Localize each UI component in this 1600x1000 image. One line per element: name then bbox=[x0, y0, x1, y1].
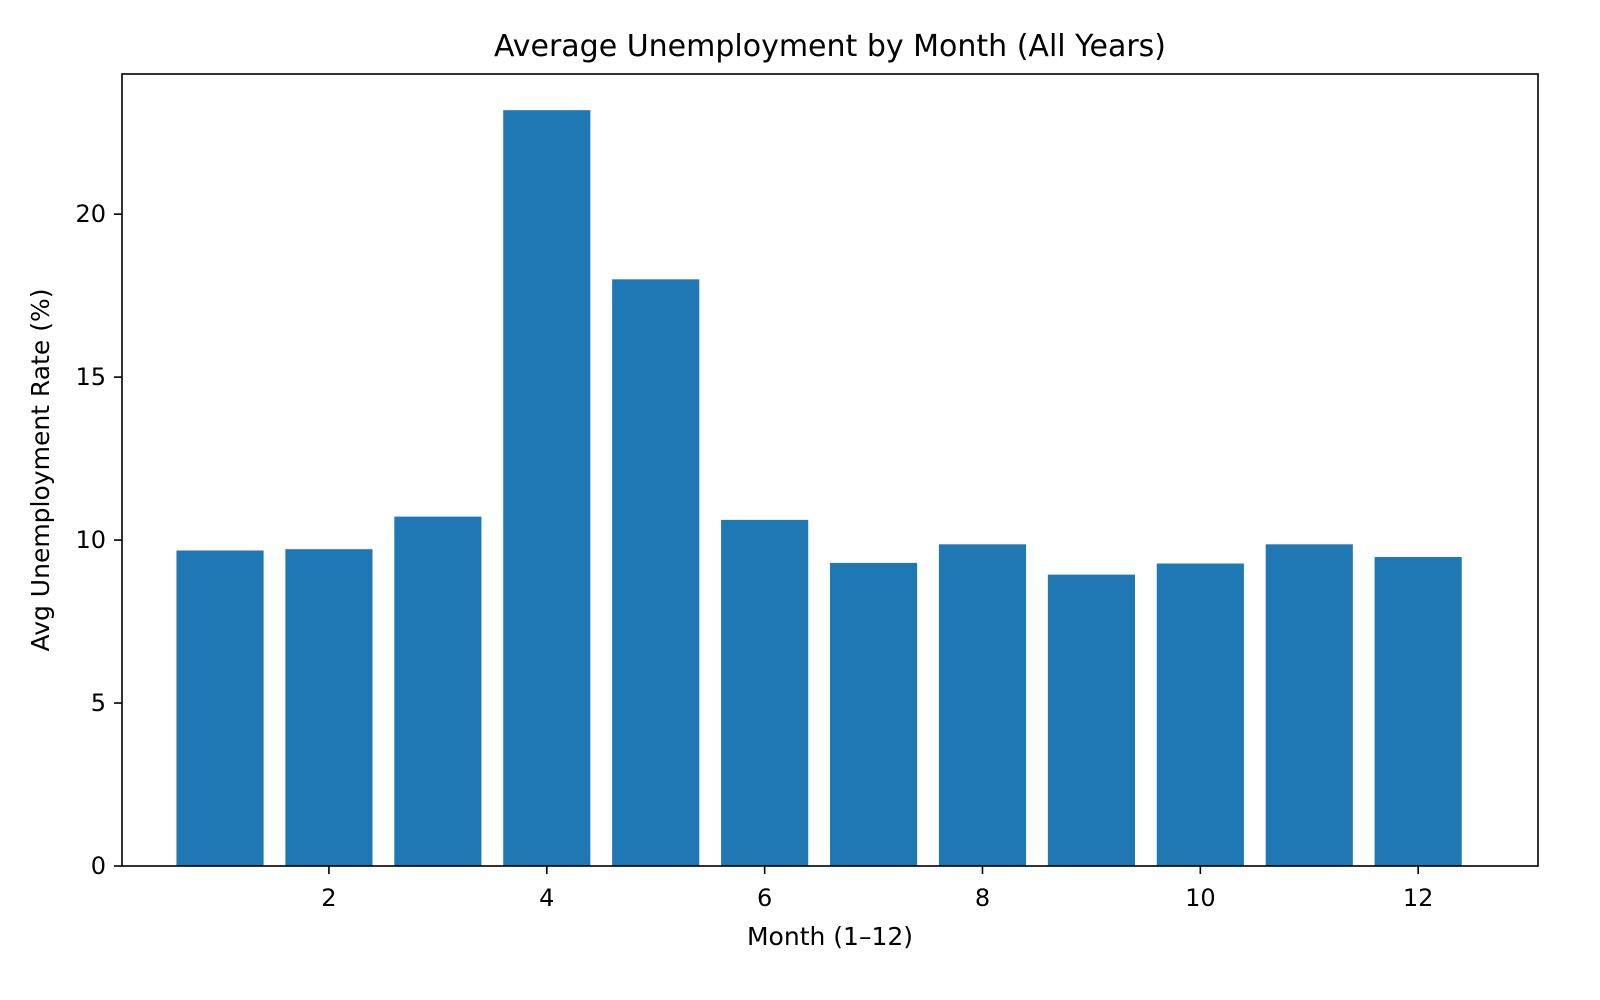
x-tick-label: 2 bbox=[321, 884, 336, 912]
bar-month-10 bbox=[1156, 563, 1244, 866]
x-tick-label: 10 bbox=[1185, 884, 1216, 912]
y-tick-label: 5 bbox=[91, 689, 106, 717]
bar-month-11 bbox=[1265, 544, 1353, 866]
x-axis-label: Month (1–12) bbox=[747, 922, 913, 951]
y-tick-label: 15 bbox=[75, 363, 106, 391]
bar-month-4 bbox=[503, 110, 591, 867]
bar-month-1 bbox=[176, 550, 264, 866]
y-tick-label: 20 bbox=[75, 200, 106, 228]
bars-layer bbox=[176, 110, 1462, 867]
bar-month-5 bbox=[612, 279, 700, 867]
y-tick-label: 0 bbox=[91, 852, 106, 880]
chart-title: Average Unemployment by Month (All Years… bbox=[494, 29, 1166, 64]
x-tick-label: 12 bbox=[1403, 884, 1434, 912]
plot-frame bbox=[121, 73, 1539, 867]
x-tick-label: 4 bbox=[539, 884, 554, 912]
y-tick-label: 10 bbox=[75, 526, 106, 554]
x-tick-label: 6 bbox=[757, 884, 772, 912]
bar-month-7 bbox=[830, 562, 918, 866]
bar-month-2 bbox=[285, 549, 373, 866]
y-axis-label: Avg Unemployment Rate (%) bbox=[26, 289, 55, 652]
bar-month-8 bbox=[938, 544, 1027, 866]
x-tick-label: 8 bbox=[975, 884, 990, 912]
bar-month-3 bbox=[394, 516, 482, 866]
bar-month-9 bbox=[1047, 574, 1135, 866]
bar-month-12 bbox=[1374, 557, 1462, 866]
ticks-layer: 2 4 6 8 10 12 0 5 10 15 20 bbox=[75, 200, 1433, 912]
bar-month-6 bbox=[721, 519, 809, 866]
